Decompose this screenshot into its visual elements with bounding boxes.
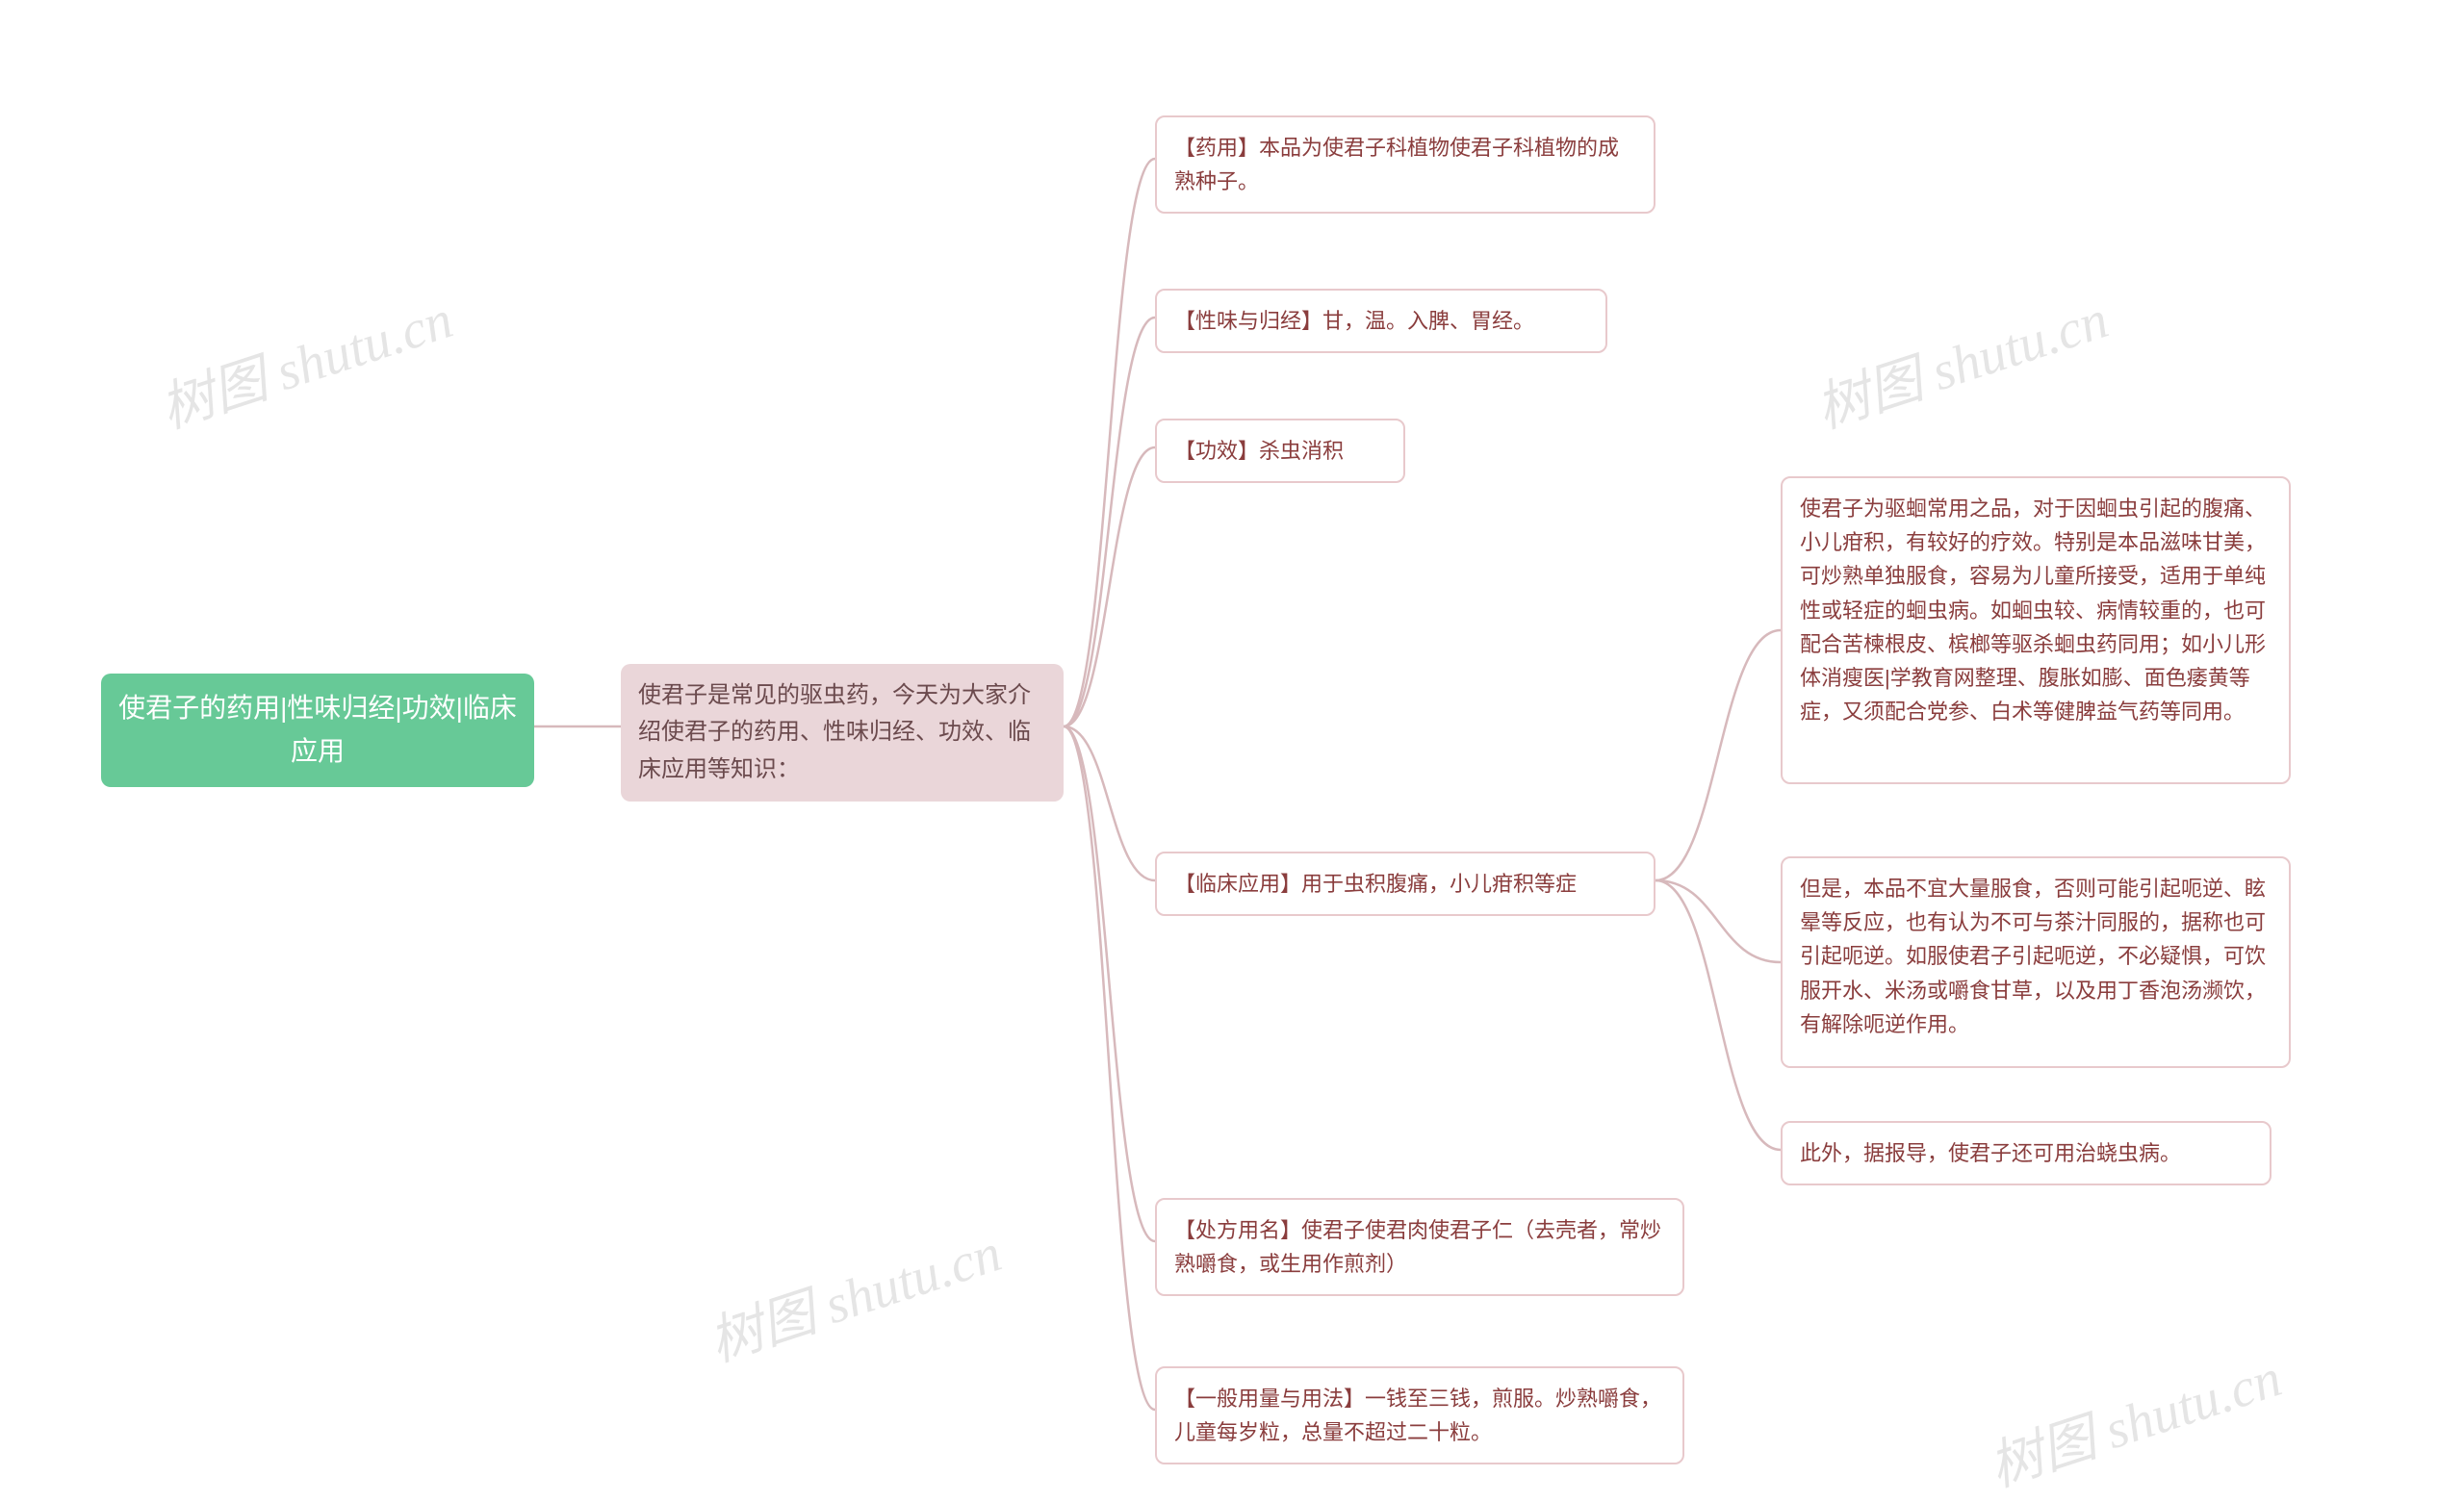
watermark: 树图 shutu.cn [149,276,461,444]
watermark: 树图 shutu.cn [698,1209,1010,1377]
mindmap-leaf-lin-a[interactable]: 使君子为驱蛔常用之品，对于因蛔虫引起的腹痛、小儿疳积，有较好的疗效。特别是本品滋… [1781,476,2291,784]
watermark: 树图 shutu.cn [1805,276,2117,444]
mindmap-node-chufang[interactable]: 【处方用名】使君子使君肉使君子仁（去壳者，常炒熟嚼食，或生用作煎剂） [1155,1198,1684,1296]
mindmap-level1[interactable]: 使君子是常见的驱虫药，今天为大家介绍使君子的药用、性味归经、功效、临床应用等知识… [621,664,1064,802]
mindmap-node-xingwei[interactable]: 【性味与归经】甘，温。入脾、胃经。 [1155,289,1607,353]
watermark: 树图 shutu.cn [1978,1335,2290,1502]
mindmap-node-yaoyong[interactable]: 【药用】本品为使君子科植物使君子科植物的成熟种子。 [1155,115,1656,214]
mindmap-leaf-lin-c[interactable]: 此外，据报导，使君子还可用治蛲虫病。 [1781,1121,2272,1185]
mindmap-node-linchuang[interactable]: 【临床应用】用于虫积腹痛，小儿疳积等症 [1155,852,1656,916]
mindmap-leaf-lin-b[interactable]: 但是，本品不宜大量服食，否则可能引起呃逆、眩晕等反应，也有认为不可与茶汁同服的，… [1781,856,2291,1068]
mindmap-root[interactable]: 使君子的药用|性味归经|功效|临床应用 [101,674,534,787]
mindmap-node-gongxiao[interactable]: 【功效】杀虫消积 [1155,419,1405,483]
mindmap-node-yongliang[interactable]: 【一般用量与用法】一钱至三钱，煎服。炒熟嚼食，儿童每岁粒，总量不超过二十粒。 [1155,1366,1684,1464]
